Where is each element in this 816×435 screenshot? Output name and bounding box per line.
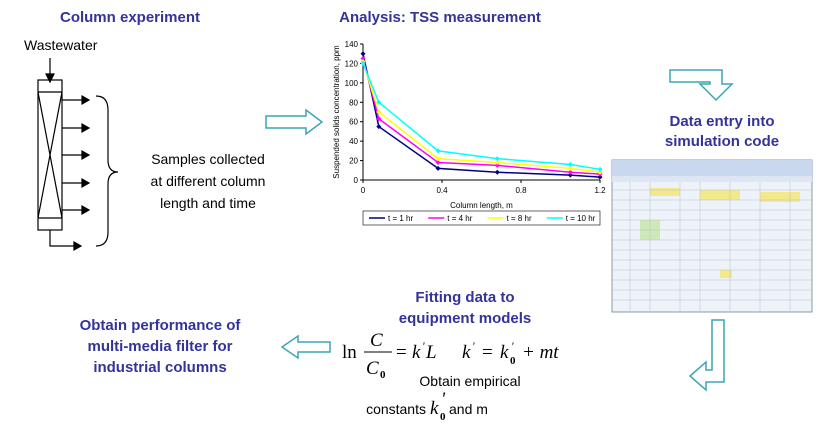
heading: Data entry into bbox=[669, 113, 774, 130]
marker bbox=[494, 169, 500, 175]
y-tick-label: 140 bbox=[345, 40, 359, 49]
inlet-label: Wastewater bbox=[24, 37, 98, 53]
legend-label: t = 4 hr bbox=[447, 214, 472, 223]
y-tick-label: 60 bbox=[349, 118, 358, 127]
eq-part: C bbox=[366, 358, 379, 379]
spreadsheet-screenshot bbox=[611, 159, 813, 313]
x-axis-label: Column length, m bbox=[450, 201, 513, 210]
y-tick-label: 80 bbox=[349, 98, 358, 107]
series-line bbox=[362, 53, 601, 178]
chart-title: Analysis: TSS measurement bbox=[339, 9, 541, 26]
eq-part: = bbox=[482, 342, 493, 363]
marker bbox=[376, 124, 382, 130]
eq-part: + mt bbox=[522, 342, 559, 363]
marker bbox=[567, 169, 573, 175]
marker bbox=[494, 156, 500, 162]
heading: Fitting data to bbox=[415, 289, 514, 306]
y-tick-label: 100 bbox=[345, 79, 359, 88]
series-line bbox=[362, 61, 601, 173]
eq-part: ' bbox=[511, 339, 514, 353]
note: constants bbox=[366, 401, 426, 417]
y-tick-label: 120 bbox=[345, 59, 359, 68]
eq-part: k bbox=[462, 342, 471, 363]
marker bbox=[435, 156, 441, 162]
marker bbox=[376, 99, 382, 105]
heading: industrial columns bbox=[93, 359, 226, 376]
marker bbox=[376, 109, 382, 115]
legend-label: t = 8 hr bbox=[507, 214, 532, 223]
marker bbox=[597, 174, 603, 180]
heading: equipment models bbox=[399, 310, 532, 327]
samples-text: Samples collected bbox=[151, 151, 265, 167]
series-line bbox=[362, 58, 601, 175]
marker bbox=[567, 172, 573, 178]
eq-part: L bbox=[425, 342, 437, 363]
x-tick-label: 0.4 bbox=[436, 186, 448, 195]
marker bbox=[360, 51, 366, 57]
chart: 0 20 40 60 80 100 120 140 0 0.4 0.8 1.2 Column lengt… bbox=[332, 40, 606, 226]
eq-part: = bbox=[396, 342, 407, 363]
marker bbox=[567, 161, 573, 167]
eq-part: C bbox=[370, 330, 383, 351]
series-line bbox=[362, 63, 601, 171]
x-tick-label: 1.2 bbox=[594, 186, 606, 195]
note: Obtain empirical bbox=[419, 373, 520, 389]
samples-text: length and time bbox=[160, 195, 256, 211]
marker bbox=[435, 148, 441, 154]
x-tick-label: 0.8 bbox=[515, 186, 527, 195]
heading: Column experiment bbox=[60, 9, 200, 26]
eq-part: ' bbox=[472, 339, 475, 353]
arrows bbox=[265, 69, 734, 392]
y-tick-label: 20 bbox=[349, 157, 358, 166]
eq-part: k bbox=[412, 342, 421, 363]
eq-part: 0 bbox=[380, 369, 386, 381]
note: ' bbox=[441, 389, 446, 410]
legend-label: t = 10 hr bbox=[566, 214, 596, 223]
marker bbox=[494, 160, 500, 166]
samples-text: at different column bbox=[151, 173, 266, 189]
y-axis-label: Suspended solids concentration, ppm bbox=[332, 45, 341, 179]
note: and m bbox=[449, 401, 488, 417]
marker bbox=[597, 169, 603, 175]
eq-part: 0 bbox=[510, 355, 516, 367]
heading: multi-media filter for bbox=[87, 338, 232, 355]
eq-part: ln bbox=[342, 342, 357, 363]
heading: simulation code bbox=[665, 133, 779, 150]
y-tick-label: 0 bbox=[354, 176, 359, 185]
marker bbox=[567, 165, 573, 171]
y-tick-label: 40 bbox=[349, 137, 358, 146]
legend-label: t = 1 hr bbox=[388, 214, 413, 223]
marker bbox=[494, 162, 500, 168]
note: 0 bbox=[440, 411, 446, 423]
marker bbox=[435, 165, 441, 171]
eq-part: ' bbox=[422, 339, 425, 353]
heading: Obtain performance of bbox=[80, 317, 242, 334]
marker bbox=[360, 56, 366, 62]
x-tick-label: 0 bbox=[361, 186, 366, 195]
note: k bbox=[430, 398, 439, 419]
marker bbox=[597, 166, 603, 172]
marker bbox=[376, 116, 382, 122]
column bbox=[37, 58, 119, 252]
marker bbox=[360, 60, 366, 66]
legend-box bbox=[362, 210, 601, 226]
equation: ln C C 0 = k ' L k ' = k ' 0 + mt bbox=[342, 330, 559, 381]
eq-part: k bbox=[500, 342, 509, 363]
marker bbox=[435, 160, 441, 166]
